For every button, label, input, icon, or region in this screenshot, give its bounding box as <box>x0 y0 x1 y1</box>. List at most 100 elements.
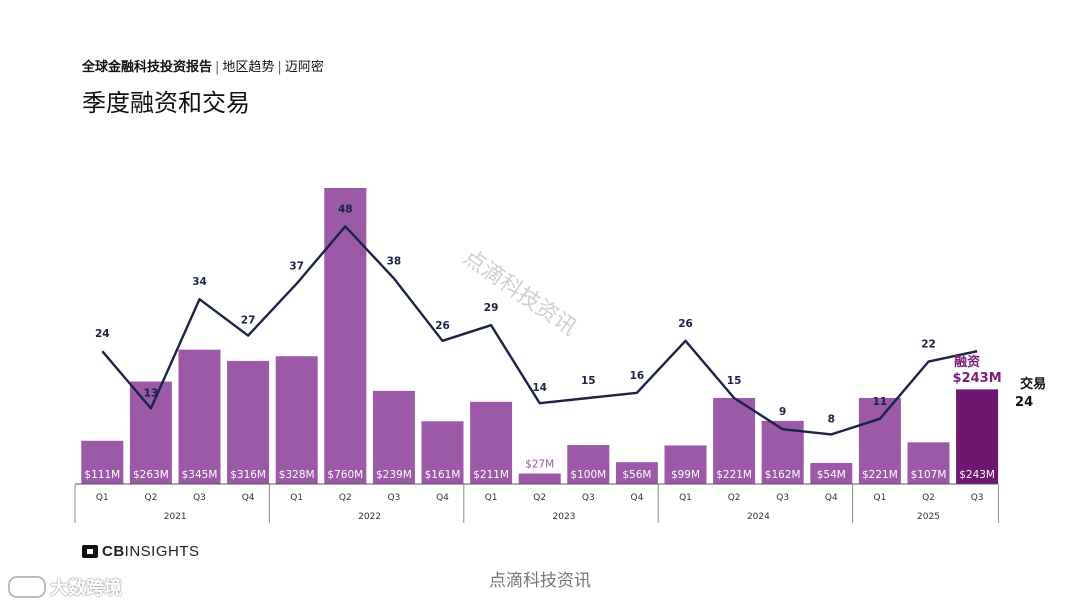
deals-value-label: 15 <box>727 375 742 387</box>
chart-header: 全球金融科技投资报告 | 地区趋势 | 迈阿密 季度融资和交易 <box>82 56 324 118</box>
funding-bar <box>421 421 464 484</box>
deals-value-label: 13 <box>144 387 159 399</box>
funding-value-label: $760M <box>327 469 363 481</box>
deals-value-label: 34 <box>192 276 207 288</box>
funding-value-label: $100M <box>570 469 606 481</box>
logo-cb: CB <box>102 543 125 560</box>
quarter-tick-label: Q1 <box>485 493 498 503</box>
funding-bar <box>907 442 950 484</box>
funding-value-label: $263M <box>133 469 169 481</box>
quarter-tick-label: Q2 <box>339 493 352 503</box>
deals-value-label: 29 <box>484 302 499 314</box>
funding-value-label: $162M <box>765 469 801 481</box>
legend-funding-label: 融资 <box>954 354 980 370</box>
funding-bar <box>567 445 610 484</box>
deals-line <box>101 225 978 436</box>
deals-value-label: 22 <box>921 339 936 351</box>
deals-value-label: 16 <box>630 370 645 382</box>
breadcrumb-separator: | <box>215 60 220 75</box>
quarter-tick-label: Q4 <box>242 493 255 503</box>
deals-value-label: 26 <box>678 318 693 330</box>
region-trend: 地区趋势 <box>222 60 275 75</box>
quarter-tick-label: Q4 <box>825 493 838 503</box>
legend-deals-label: 交易 <box>1020 376 1046 392</box>
funding-value-label: $211M <box>473 469 509 481</box>
quarter-tick-label: Q2 <box>144 493 157 503</box>
year-tick-label: 2022 <box>358 512 381 522</box>
funding-bar <box>810 462 853 484</box>
funding-value-label: $243M <box>959 469 995 481</box>
quarter-tick-label: Q2 <box>728 493 741 503</box>
legend-funding-value: $243M <box>953 371 1002 386</box>
funding-value-label: $54M <box>817 469 846 481</box>
report-name: 全球金融科技投资报告 <box>82 60 213 75</box>
funding-bar <box>275 356 318 484</box>
legend-deals-value: 24 <box>1015 395 1033 410</box>
funding-bar <box>664 445 707 484</box>
deals-value-label: 38 <box>387 255 402 267</box>
funding-value-label: $56M <box>622 469 651 481</box>
deals-value-label: 9 <box>779 406 786 418</box>
quarter-tick-label: Q1 <box>290 493 303 503</box>
city-name: 迈阿密 <box>284 60 324 75</box>
brand-watermark: 大数跨境 <box>8 574 122 600</box>
deals-value-label: 26 <box>435 320 450 332</box>
breadcrumb: 全球金融科技投资报告 | 地区趋势 | 迈阿密 <box>82 56 324 75</box>
funding-bar <box>470 401 513 484</box>
quarter-tick-label: Q1 <box>679 493 692 503</box>
deals-value-label: 27 <box>241 315 256 327</box>
funding-value-label: $161M <box>425 469 461 481</box>
quarter-tick-label: Q2 <box>533 493 546 503</box>
bars-layer: $111M $263M $345M $316M $328M $760M $239M $161M… <box>81 188 999 484</box>
funding-bar <box>129 381 172 484</box>
quarter-tick-label: Q3 <box>193 493 206 503</box>
deals-value-label: 48 <box>338 203 353 215</box>
funding-bar <box>178 349 221 484</box>
deals-line-layer: 24 13 34 27 37 48 38 26 29 14 15 16 26 15 9 8 11 22 <box>95 203 978 436</box>
watermark-bottom: 点滴科技资讯 <box>489 571 591 591</box>
funding-bar <box>518 473 561 484</box>
year-tick-label: 2025 <box>917 512 940 522</box>
chart-title: 季度融资和交易 <box>82 89 250 117</box>
quarter-tick-label: Q1 <box>873 493 886 503</box>
deals-value-label: 37 <box>289 261 304 273</box>
logo-insights: INSIGHTS <box>124 543 200 560</box>
cb-logo-icon <box>82 545 98 558</box>
axis-layer: Q1 Q2 Q3 Q4 Q1 Q2 Q3 Q4 Q1 Q2 Q3 Q4 Q1 Q2 Q3 Q4 Q1 Q2 Q3 20… <box>74 483 999 523</box>
quarter-tick-label: Q3 <box>971 493 984 503</box>
funding-value-label: $111M <box>84 469 120 481</box>
brand-text: 大数跨境 <box>50 578 122 599</box>
funding-value-label: $328M <box>279 469 315 481</box>
year-tick-label: 2023 <box>553 512 576 522</box>
funding-bar <box>858 397 901 484</box>
quarter-tick-label: Q3 <box>776 493 789 503</box>
funding-value-label: $107M <box>911 469 947 481</box>
funding-bar <box>615 462 658 484</box>
year-tick-label: 2021 <box>164 512 187 522</box>
funding-value-label: $27M <box>525 458 554 470</box>
funding-value-label: $221M <box>716 469 752 481</box>
funding-bar <box>324 188 367 484</box>
quarter-tick-label: Q4 <box>436 493 449 503</box>
quarter-tick-label: Q4 <box>630 493 643 503</box>
funding-bar <box>372 390 415 484</box>
deals-value-label: 15 <box>581 375 596 387</box>
quarter-tick-label: Q3 <box>582 493 595 503</box>
cb-insights-logo: CBINSIGHTS <box>82 543 200 560</box>
quarter-tick-label: Q3 <box>387 493 400 503</box>
funding-value-label: $345M <box>182 469 218 481</box>
deals-value-label: 8 <box>828 413 835 425</box>
deals-value-label: 14 <box>532 382 547 394</box>
funding-bar <box>713 397 756 484</box>
year-tick-label: 2024 <box>747 512 770 522</box>
deals-value-label: 11 <box>873 396 888 408</box>
funding-value-label: $99M <box>671 469 700 481</box>
brand-logo-icon <box>8 576 46 598</box>
breadcrumb-separator: | <box>277 60 282 75</box>
funding-value-label: $316M <box>230 469 266 481</box>
quarter-tick-label: Q2 <box>922 493 935 503</box>
funding-bar <box>956 389 999 484</box>
deals-value-label: 24 <box>95 328 110 340</box>
funding-value-label: $221M <box>862 469 898 481</box>
